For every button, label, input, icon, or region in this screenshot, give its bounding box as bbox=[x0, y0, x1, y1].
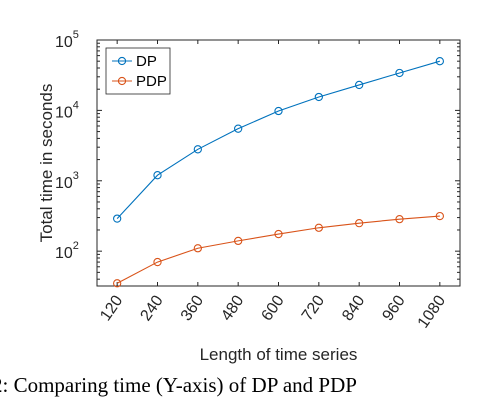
y-axis-title: Total time in seconds bbox=[37, 84, 56, 243]
y-tick-base: 10 bbox=[55, 104, 73, 121]
data-point-dp bbox=[234, 124, 243, 133]
y-tick-label: 104 bbox=[55, 99, 79, 121]
x-tick-label: 360 bbox=[178, 292, 207, 324]
data-point-pdp bbox=[234, 236, 243, 246]
series-layer bbox=[113, 57, 444, 288]
legend-label-pdp: PDP bbox=[136, 73, 167, 90]
data-point-dp bbox=[355, 80, 364, 90]
y-tick-base: 10 bbox=[55, 245, 73, 262]
x-tick-label: 960 bbox=[380, 292, 409, 324]
x-axis-title: Length of time series bbox=[200, 345, 358, 364]
y-tick-label: 105 bbox=[55, 29, 79, 51]
y-tick-exponent: 3 bbox=[73, 170, 79, 182]
x-tick-label: 240 bbox=[138, 292, 167, 324]
x-tick-label: 600 bbox=[259, 292, 288, 324]
legend-box bbox=[105, 47, 171, 95]
data-point-dp bbox=[153, 171, 162, 180]
x-tick-label: 480 bbox=[218, 292, 247, 324]
data-point-pdp bbox=[113, 279, 122, 288]
data-point-pdp bbox=[435, 211, 444, 221]
legend-marker-dp bbox=[117, 56, 127, 66]
legend-label-dp: DP bbox=[136, 53, 157, 70]
figure-caption: 2: Comparing time (Y-axis) of DP and PDP bbox=[0, 373, 357, 397]
y-tick-label: 102 bbox=[55, 240, 79, 262]
x-tick-label: 720 bbox=[299, 292, 328, 324]
y-tick-base: 10 bbox=[55, 34, 73, 51]
y-tick-exponent: 4 bbox=[73, 99, 79, 111]
data-point-dp bbox=[314, 92, 323, 102]
data-point-pdp bbox=[314, 223, 323, 232]
x-tick-label: 840 bbox=[339, 292, 368, 324]
data-point-pdp bbox=[193, 244, 202, 253]
series-line-dp bbox=[116, 60, 440, 219]
data-point-dp bbox=[274, 106, 283, 116]
data-point-dp bbox=[193, 145, 202, 154]
series-line-pdp bbox=[116, 215, 440, 284]
legend: DP PDP bbox=[105, 47, 171, 95]
data-point-dp bbox=[113, 214, 122, 223]
data-point-pdp bbox=[395, 215, 404, 224]
y-tick-exponent: 2 bbox=[73, 240, 79, 252]
data-point-pdp bbox=[153, 257, 162, 267]
data-point-dp bbox=[435, 57, 444, 66]
y-tick-base: 10 bbox=[55, 175, 73, 192]
x-tick-label: 120 bbox=[97, 292, 126, 324]
data-point-dp bbox=[395, 68, 404, 78]
y-tick-exponent: 5 bbox=[73, 29, 79, 41]
x-tick-label: 1080 bbox=[415, 292, 449, 331]
data-point-pdp bbox=[274, 229, 283, 239]
y-tick-label: 103 bbox=[55, 170, 79, 192]
data-point-pdp bbox=[355, 219, 364, 228]
legend-marker-pdp bbox=[117, 76, 127, 86]
